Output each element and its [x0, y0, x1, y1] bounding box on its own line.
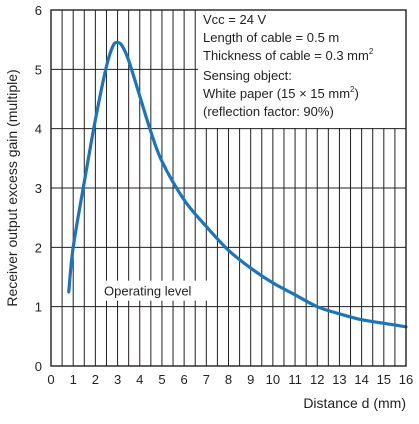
annotation-vcc: Vcc = 24 V: [203, 12, 267, 27]
y-tick-label: 5: [35, 62, 42, 77]
annotation-object-desc-sup: 2: [350, 85, 355, 94]
x-tick-label: 3: [114, 372, 121, 387]
x-tick-label: 5: [158, 372, 165, 387]
x-tick-label: 11: [288, 372, 302, 387]
x-tick-label: 15: [377, 372, 391, 387]
series-line: [67, 40, 408, 329]
annotation-reflection: (reflection factor: 90%): [203, 104, 334, 119]
y-tick-label: 3: [35, 181, 42, 196]
x-tick-label: 0: [47, 372, 54, 387]
annotation-box: [198, 8, 406, 128]
annotation-object-desc-end: ): [355, 86, 359, 101]
x-tick-label: 6: [181, 372, 188, 387]
x-tick-label: 13: [332, 372, 346, 387]
grid: [51, 10, 406, 366]
y-tick-label: 2: [35, 240, 42, 255]
x-tick-label: 14: [354, 372, 368, 387]
y-tick-label: 1: [35, 300, 42, 315]
x-tick-label: 1: [70, 372, 77, 387]
annotation-cable-thickness-sup: 2: [369, 47, 374, 56]
annotation-object-label: Sensing object:: [203, 68, 292, 83]
annotation: Vcc = 24 V Length of cable = 0.5 m Thick…: [203, 12, 374, 119]
x-tick-label: 2: [92, 372, 99, 387]
y-tick-label: 0: [35, 359, 42, 374]
x-tick-label: 9: [247, 372, 254, 387]
operating-level-reference: Operating level: [98, 280, 210, 301]
x-tick-label: 10: [266, 372, 280, 387]
x-tick-label: 8: [225, 372, 232, 387]
y-tick-label: 6: [35, 3, 42, 18]
x-tick-label: 12: [310, 372, 324, 387]
annotation-object-desc-text: White paper (15 × 15 mm: [203, 86, 350, 101]
operating-level-label-bg: [98, 280, 210, 301]
plot-frame: [50, 9, 407, 367]
y-axis-label: Receiver output excess gain (multiple): [4, 69, 20, 306]
x-tick-label: 16: [399, 372, 413, 387]
series: [67, 40, 408, 329]
annotation-object-desc: White paper (15 × 15 mm2): [203, 85, 359, 101]
annotation-cable-length: Length of cable = 0.5 m: [203, 30, 339, 45]
annotation-cable-thickness: Thickness of cable = 0.3 mm2: [203, 47, 374, 63]
annotation-cable-thickness-text: Thickness of cable = 0.3 mm: [203, 48, 369, 63]
y-tick-label: 4: [35, 122, 42, 137]
operating-level-label: Operating level: [104, 284, 192, 299]
x-tick-label: 4: [136, 372, 143, 387]
x-axis-label: Distance d (mm): [303, 395, 406, 411]
x-tick-label: 7: [203, 372, 210, 387]
